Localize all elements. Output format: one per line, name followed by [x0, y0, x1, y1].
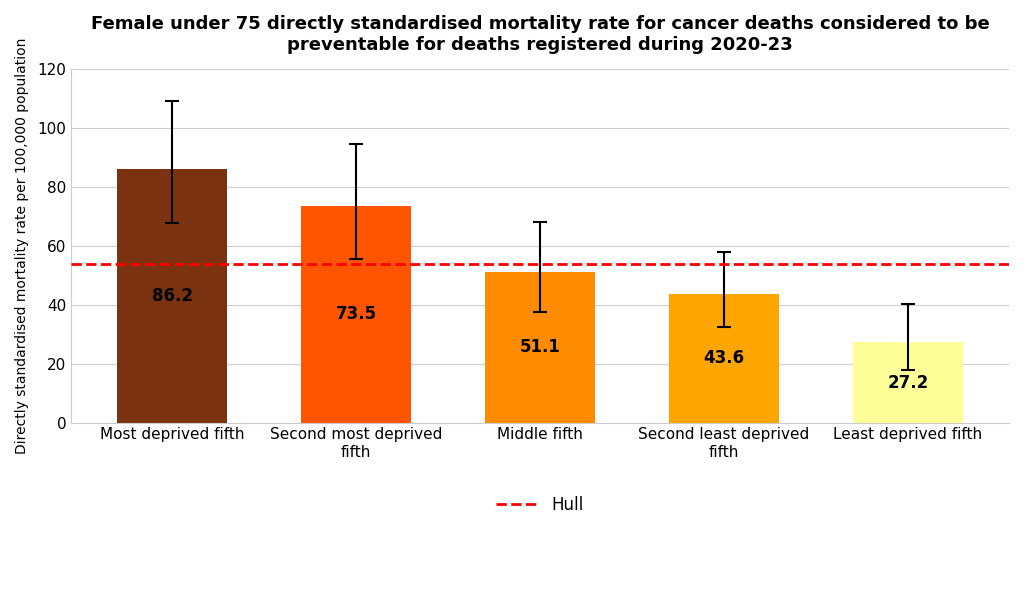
Bar — [853, 343, 963, 423]
Bar — [484, 272, 595, 423]
Text: 86.2: 86.2 — [152, 287, 193, 304]
Text: 73.5: 73.5 — [336, 306, 377, 324]
Legend: Hull: Hull — [489, 489, 590, 520]
Text: 43.6: 43.6 — [703, 349, 744, 367]
Bar — [301, 206, 412, 423]
Title: Female under 75 directly standardised mortality rate for cancer deaths considere: Female under 75 directly standardised mo… — [91, 15, 989, 54]
Bar — [117, 169, 227, 423]
Bar — [669, 294, 779, 423]
Y-axis label: Directly standardised mortality rate per 100,000 population: Directly standardised mortality rate per… — [15, 38, 29, 454]
Text: 51.1: 51.1 — [519, 338, 560, 356]
Text: 27.2: 27.2 — [887, 374, 929, 392]
